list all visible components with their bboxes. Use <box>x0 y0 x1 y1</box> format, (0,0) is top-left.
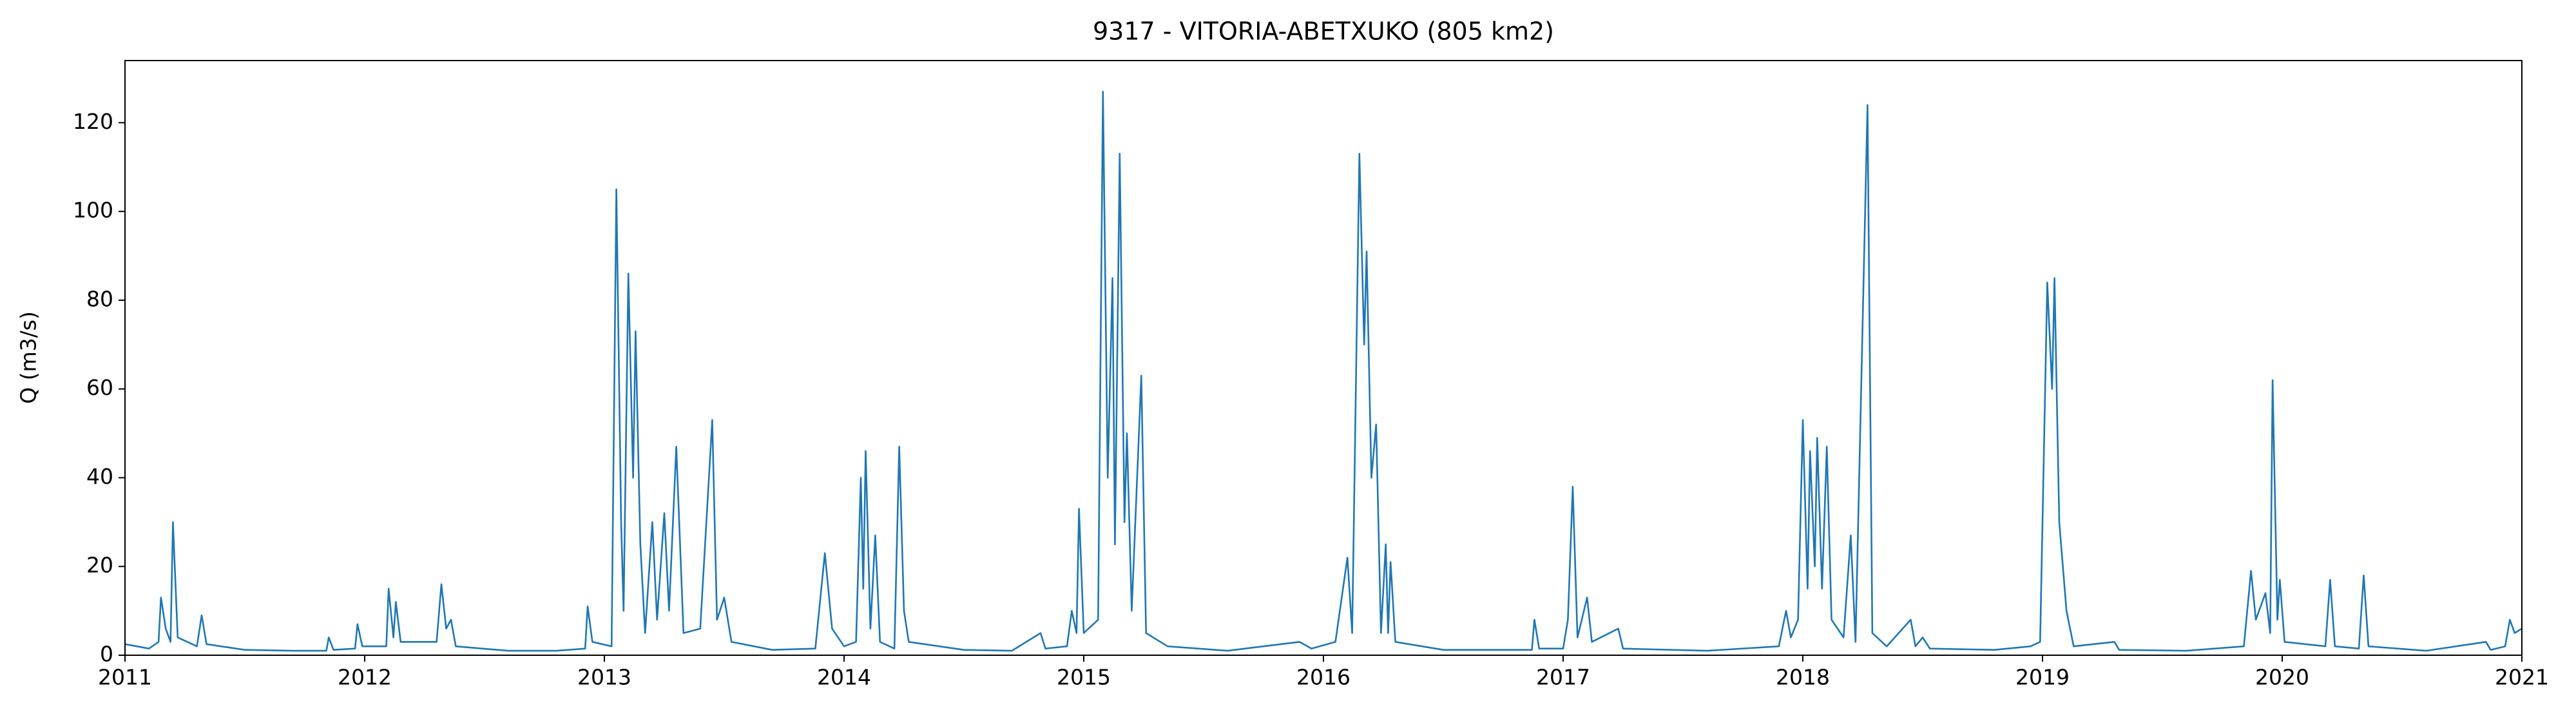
x-tick-label: 2013 <box>577 665 631 690</box>
x-tick-label: 2014 <box>817 665 871 690</box>
x-tick-label: 2017 <box>1536 665 1590 690</box>
x-tick-label: 2012 <box>338 665 392 690</box>
x-tick-label: 2018 <box>1776 665 1830 690</box>
chart-title: 9317 - VITORIA-ABETXUKO (805 km2) <box>1093 17 1554 46</box>
y-tick-label: 120 <box>73 109 113 134</box>
y-tick-label: 80 <box>86 286 113 311</box>
y-axis-label: Q (m3/s) <box>16 311 41 404</box>
x-tick-label: 2015 <box>1057 665 1111 690</box>
y-tick-label: 40 <box>86 464 113 489</box>
data-line <box>124 90 2523 652</box>
x-tick-label: 2016 <box>1296 665 1350 690</box>
y-tick-label: 100 <box>73 198 113 223</box>
y-tick-label: 0 <box>100 642 113 667</box>
y-tick-label: 60 <box>86 375 113 400</box>
x-tick-label: 2019 <box>2015 665 2070 690</box>
x-tick-label: 2011 <box>98 665 152 690</box>
plot-frame <box>124 60 2523 656</box>
x-tick-label: 2020 <box>2255 665 2309 690</box>
x-tick-label: 2021 <box>2495 665 2549 690</box>
y-tick-label: 20 <box>86 553 113 578</box>
